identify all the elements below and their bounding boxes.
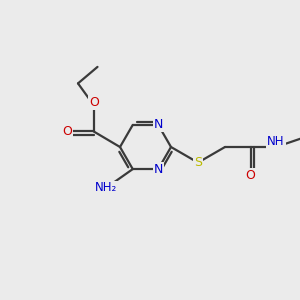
Text: O: O [246, 169, 255, 182]
Text: O: O [89, 95, 99, 109]
Text: NH: NH [267, 135, 285, 148]
Text: O: O [62, 125, 72, 138]
Text: S: S [194, 156, 202, 169]
Text: NH₂: NH₂ [95, 182, 118, 194]
Text: N: N [154, 118, 163, 131]
Text: N: N [154, 163, 163, 176]
